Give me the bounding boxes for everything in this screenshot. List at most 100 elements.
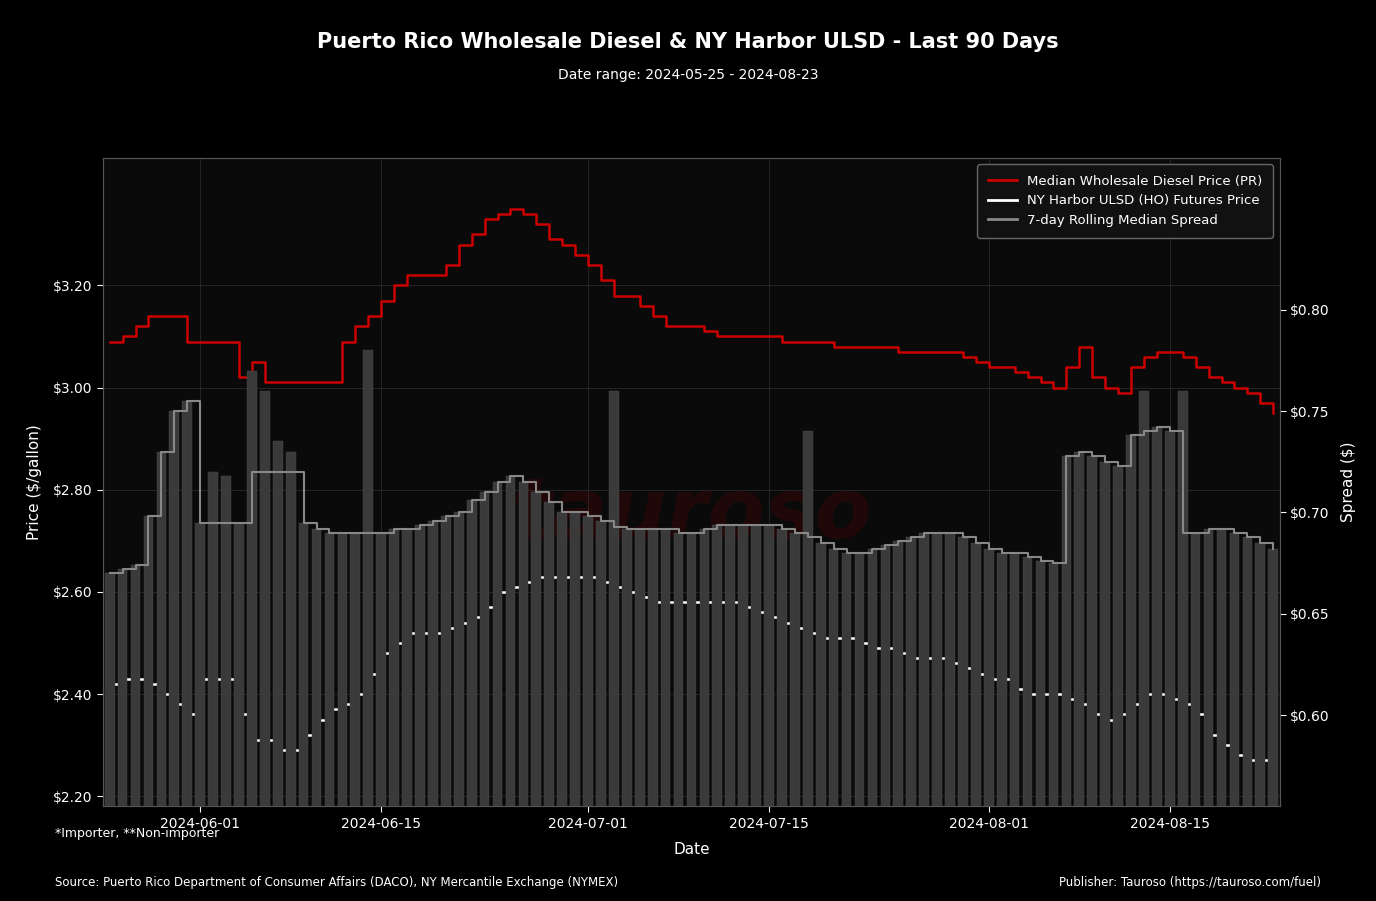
Bar: [622, 529, 632, 901]
Bar: [1216, 529, 1226, 901]
Bar: [493, 482, 502, 901]
Bar: [777, 529, 787, 901]
Bar: [996, 553, 1007, 901]
Bar: [389, 529, 399, 901]
Bar: [971, 542, 981, 901]
Bar: [583, 516, 593, 901]
Bar: [466, 500, 476, 901]
Bar: [157, 451, 166, 901]
Bar: [325, 532, 334, 901]
Bar: [1190, 532, 1200, 901]
Bar: [312, 529, 322, 901]
Bar: [272, 441, 282, 901]
Bar: [286, 451, 296, 901]
Bar: [337, 532, 347, 901]
Bar: [248, 370, 257, 901]
Bar: [1152, 427, 1161, 901]
X-axis label: Date: Date: [673, 842, 710, 857]
Bar: [545, 503, 555, 901]
Bar: [351, 532, 361, 901]
Bar: [105, 573, 114, 901]
Bar: [376, 532, 387, 901]
Bar: [699, 529, 709, 901]
Bar: [610, 391, 619, 901]
Bar: [1075, 451, 1084, 901]
Bar: [764, 524, 773, 901]
Text: Publisher: Tauroso (https://tauroso.com/fuel): Publisher: Tauroso (https://tauroso.com/…: [1060, 876, 1321, 888]
Bar: [1087, 456, 1097, 901]
Bar: [363, 350, 373, 901]
Bar: [480, 492, 490, 901]
Bar: [1243, 537, 1252, 901]
Bar: [1113, 466, 1123, 901]
Bar: [519, 482, 528, 901]
Bar: [1126, 435, 1135, 901]
Text: Puerto Rico Wholesale Diesel & NY Harbor ULSD - Last 90 Days: Puerto Rico Wholesale Diesel & NY Harbor…: [318, 32, 1058, 51]
Bar: [816, 542, 826, 901]
Bar: [169, 411, 179, 901]
Bar: [1230, 532, 1240, 901]
Bar: [557, 513, 567, 901]
Bar: [183, 401, 193, 901]
Bar: [416, 524, 425, 901]
Bar: [260, 391, 270, 901]
Bar: [945, 532, 955, 901]
Bar: [570, 513, 579, 901]
Bar: [1022, 557, 1032, 901]
Legend: Median Wholesale Diesel Price (PR), NY Harbor ULSD (HO) Futures Price, 7-day Rol: Median Wholesale Diesel Price (PR), NY H…: [977, 164, 1273, 238]
Bar: [634, 529, 644, 901]
Bar: [648, 529, 658, 901]
Bar: [984, 549, 993, 901]
Bar: [660, 529, 670, 901]
Bar: [143, 516, 153, 901]
Text: Date range: 2024-05-25 - 2024-08-23: Date range: 2024-05-25 - 2024-08-23: [557, 68, 819, 82]
Bar: [1139, 391, 1149, 901]
Bar: [1061, 456, 1071, 901]
Bar: [932, 532, 943, 901]
Y-axis label: Price ($/gallon): Price ($/gallon): [28, 424, 43, 540]
Bar: [881, 545, 890, 901]
Bar: [790, 532, 799, 901]
Bar: [1178, 391, 1187, 901]
Text: tauroso: tauroso: [510, 474, 872, 555]
Bar: [1269, 549, 1278, 901]
Bar: [828, 549, 838, 901]
Bar: [1165, 432, 1175, 901]
Text: Source: Puerto Rico Department of Consumer Affairs (DACO), NY Mercantile Exchang: Source: Puerto Rico Department of Consum…: [55, 876, 618, 888]
Bar: [118, 569, 128, 901]
Bar: [596, 521, 605, 901]
Y-axis label: Spread ($): Spread ($): [1340, 441, 1355, 523]
Bar: [958, 537, 967, 901]
Text: *Importer, **Non-importer: *Importer, **Non-importer: [55, 827, 219, 840]
Bar: [1101, 462, 1110, 901]
Bar: [454, 513, 464, 901]
Bar: [804, 432, 813, 901]
Bar: [713, 524, 722, 901]
Bar: [907, 537, 916, 901]
Bar: [440, 516, 451, 901]
Bar: [1255, 542, 1265, 901]
Bar: [725, 524, 735, 901]
Bar: [222, 476, 231, 901]
Bar: [1010, 553, 1020, 901]
Bar: [1204, 529, 1214, 901]
Bar: [1049, 563, 1058, 901]
Bar: [234, 523, 244, 901]
Bar: [505, 476, 515, 901]
Bar: [687, 532, 696, 901]
Bar: [893, 541, 903, 901]
Bar: [299, 523, 308, 901]
Bar: [195, 523, 205, 901]
Bar: [674, 532, 684, 901]
Bar: [208, 472, 217, 901]
Bar: [131, 565, 140, 901]
Bar: [842, 553, 852, 901]
Bar: [751, 524, 761, 901]
Bar: [868, 549, 878, 901]
Bar: [1036, 561, 1046, 901]
Bar: [428, 521, 438, 901]
Bar: [919, 532, 929, 901]
Bar: [402, 529, 411, 901]
Bar: [854, 553, 864, 901]
Bar: [739, 524, 749, 901]
